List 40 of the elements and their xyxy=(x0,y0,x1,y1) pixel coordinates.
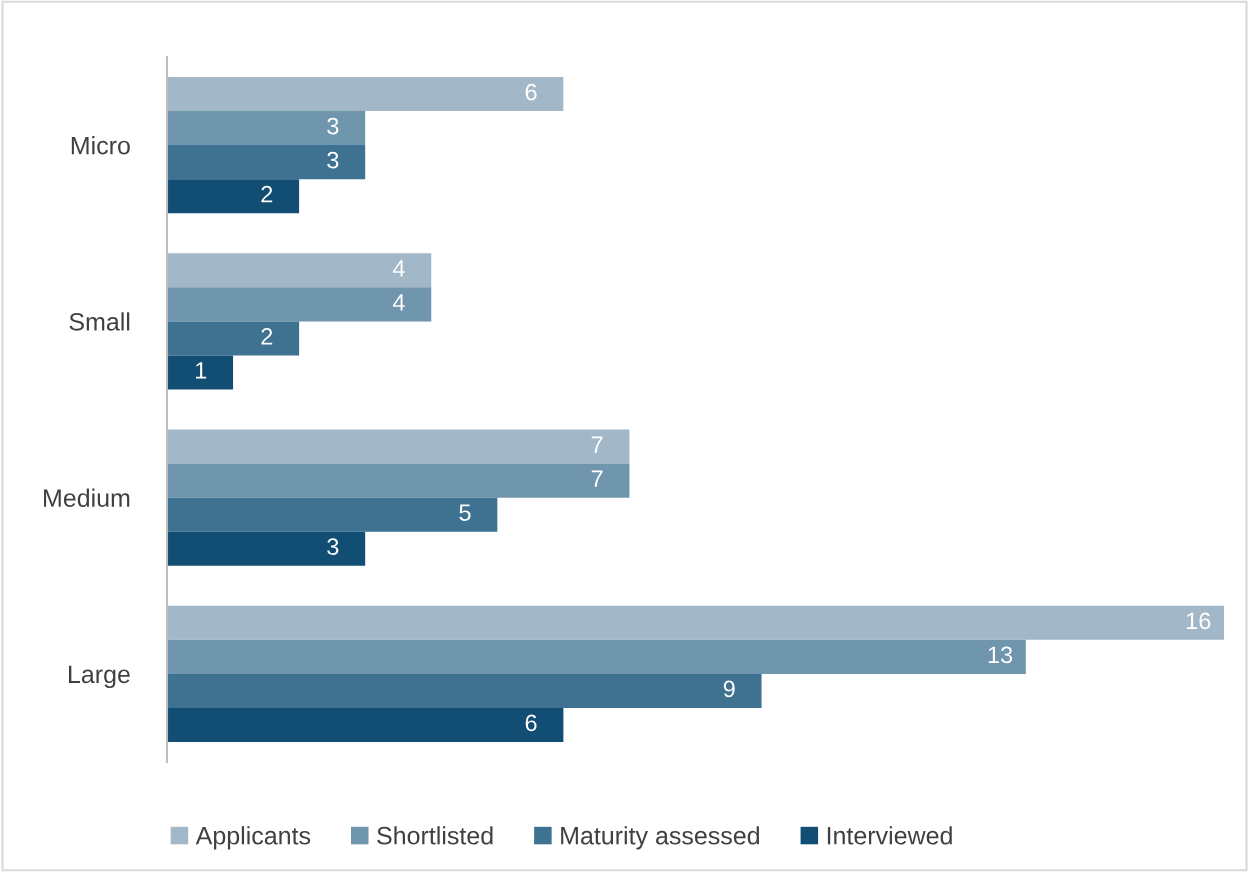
data-label: 7 xyxy=(591,470,603,487)
bar xyxy=(167,355,234,390)
bar xyxy=(167,179,300,214)
data-label: 13 xyxy=(988,646,1013,664)
bar xyxy=(167,253,432,288)
bar xyxy=(167,77,564,112)
data-label: 7 xyxy=(591,436,603,453)
data-label: 4 xyxy=(392,294,405,311)
data-label: 3 xyxy=(327,151,339,169)
bar xyxy=(167,497,498,532)
legend-label: Shortlisted xyxy=(377,826,493,845)
legend-label: Interviewed xyxy=(827,826,952,845)
legend-label: Maturity assessed xyxy=(561,826,759,850)
y-tick-label: Small xyxy=(69,312,130,331)
bar xyxy=(167,707,564,742)
bar xyxy=(167,531,366,566)
bar xyxy=(167,145,366,180)
y-tick-label: Micro xyxy=(71,136,130,155)
bar xyxy=(167,639,1026,674)
data-label: 3 xyxy=(327,117,339,135)
bar xyxy=(167,321,300,356)
bar xyxy=(167,605,1224,640)
data-label: 5 xyxy=(459,504,471,521)
y-tick-label: Large xyxy=(69,665,130,689)
bar xyxy=(167,429,630,464)
y-tick-label: Medium xyxy=(44,488,130,507)
data-label: 6 xyxy=(525,83,537,101)
bar xyxy=(167,463,630,498)
data-label: 1 xyxy=(195,362,207,379)
data-label: 2 xyxy=(261,328,273,345)
data-label: 6 xyxy=(525,714,537,732)
data-label: 4 xyxy=(392,260,405,277)
legend-label: Applicants xyxy=(195,826,311,850)
bar xyxy=(167,111,366,146)
data-label: 2 xyxy=(261,185,273,203)
data-label: 9 xyxy=(723,680,735,698)
bar xyxy=(167,673,762,708)
data-label: 16 xyxy=(1186,612,1211,630)
data-label: 3 xyxy=(327,538,339,555)
bar xyxy=(167,287,432,322)
